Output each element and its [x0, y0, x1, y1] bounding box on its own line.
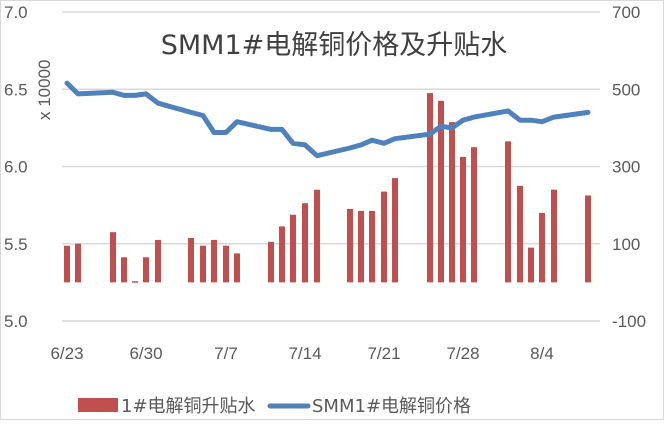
legend-bar-swatch	[78, 398, 118, 412]
bar	[539, 212, 545, 283]
x-tick: 7/7	[214, 344, 238, 363]
bar	[528, 247, 534, 283]
bar	[290, 214, 296, 283]
legend: 1#电解铜升贴水 SMM1#电解铜价格	[78, 396, 471, 417]
bar	[438, 100, 444, 283]
bar	[110, 232, 116, 283]
x-tick: 7/21	[367, 344, 400, 363]
x-axis: 6/23 6/30 7/7 7/14 7/21 7/28 8/4	[50, 344, 553, 363]
bar	[279, 226, 285, 283]
bar	[392, 178, 398, 283]
bar	[223, 245, 229, 283]
bar	[471, 147, 477, 283]
bar	[132, 281, 138, 283]
bar	[505, 141, 511, 283]
bar	[381, 191, 387, 283]
bar	[347, 208, 353, 283]
left-axis-unit: x 10000	[35, 60, 54, 121]
right-axis: -100 100 300 500 700	[612, 3, 646, 331]
left-tick: 7.0	[4, 3, 28, 22]
bar	[449, 122, 455, 283]
bar	[200, 245, 206, 283]
x-tick: 6/30	[129, 344, 162, 363]
bar	[358, 210, 364, 283]
left-axis: 5.0 5.5 6.0 6.5 7.0	[4, 3, 28, 331]
bar	[143, 257, 149, 283]
left-tick: 6.5	[4, 80, 28, 99]
bar	[585, 195, 591, 283]
chart-title: SMM1#电解铜价格及升贴水	[161, 30, 508, 61]
legend-line-label: SMM1#电解铜价格	[312, 396, 471, 417]
bar	[64, 245, 70, 283]
right-tick: 300	[612, 158, 640, 177]
bar	[302, 203, 308, 283]
price-line	[64, 80, 591, 159]
bar	[211, 239, 217, 283]
bar	[427, 93, 433, 283]
left-tick: 5.0	[4, 312, 28, 331]
x-tick: 6/23	[50, 344, 83, 363]
bar	[268, 241, 274, 283]
bar	[460, 156, 466, 283]
x-tick: 7/14	[288, 344, 321, 363]
legend-bar-label: 1#电解铜升贴水	[121, 396, 256, 417]
left-tick: 5.5	[4, 235, 28, 254]
bar-series	[64, 93, 591, 283]
bar	[369, 210, 375, 283]
bar	[75, 243, 81, 283]
bar	[517, 185, 523, 283]
left-tick: 6.0	[4, 158, 28, 177]
right-tick: 500	[612, 80, 640, 99]
bar	[155, 239, 161, 283]
bar	[121, 257, 127, 283]
x-tick: 7/28	[446, 344, 479, 363]
right-tick: 100	[612, 235, 640, 254]
bar	[188, 237, 194, 283]
right-tick: 700	[612, 3, 640, 22]
bar	[551, 189, 557, 283]
x-tick: 8/4	[530, 344, 554, 363]
bar	[314, 189, 320, 283]
right-tick: -100	[612, 312, 646, 331]
bar	[234, 253, 240, 283]
